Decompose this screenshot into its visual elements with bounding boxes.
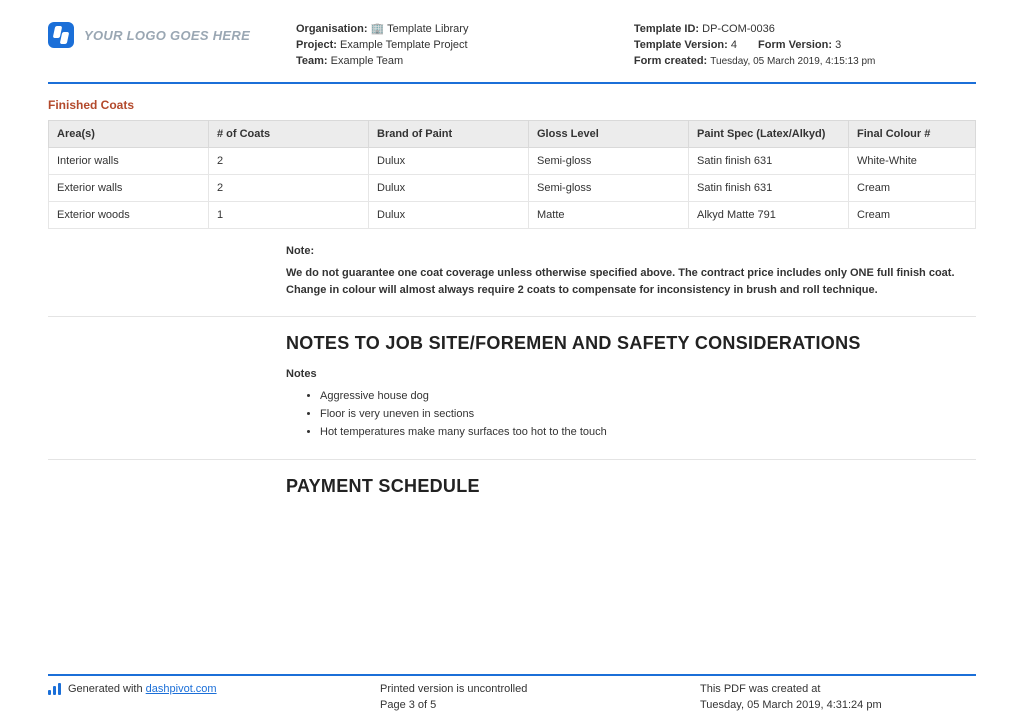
header-rule: [48, 82, 976, 84]
table-cell: Alkyd Matte 791: [689, 201, 849, 228]
divider: [48, 459, 976, 460]
page-number: Page 3 of 5: [380, 698, 700, 713]
coverage-note: Note: We do not guarantee one coat cover…: [286, 243, 976, 299]
list-item: Floor is very uneven in sections: [320, 406, 976, 424]
header-meta-right: Template ID: DP-COM-0036 Template Versio…: [634, 22, 976, 70]
footer-rule: [48, 674, 976, 676]
table-cell: Cream: [849, 201, 976, 228]
form-version-label: Form Version:: [758, 39, 832, 51]
uncontrolled-text: Printed version is uncontrolled: [380, 682, 700, 697]
table-cell: Satin finish 631: [689, 174, 849, 201]
table-cell: Interior walls: [49, 147, 209, 174]
table-cell: White-White: [849, 147, 976, 174]
table-cell: 2: [209, 147, 369, 174]
footer-mid: Printed version is uncontrolled Page 3 o…: [380, 682, 700, 713]
finished-coats-title: Finished Coats: [48, 98, 976, 112]
table-header-cell: Gloss Level: [529, 120, 689, 147]
logo-icon: [48, 22, 74, 48]
finished-coats-table: Area(s)# of CoatsBrand of PaintGloss Lev…: [48, 120, 976, 229]
table-cell: Semi-gloss: [529, 147, 689, 174]
page-header: YOUR LOGO GOES HERE Organisation: 🏢 Temp…: [48, 22, 976, 78]
list-item: Aggressive house dog: [320, 388, 976, 406]
org-value: 🏢 Template Library: [371, 23, 469, 35]
note-label: Note:: [286, 243, 976, 260]
table-header-cell: Area(s): [49, 120, 209, 147]
table-cell: Exterior walls: [49, 174, 209, 201]
jobsite-heading: NOTES TO JOB SITE/FOREMEN AND SAFETY CON…: [286, 333, 976, 354]
dashpivot-link[interactable]: dashpivot.com: [146, 683, 217, 695]
generated-prefix: Generated with: [68, 683, 146, 695]
table-header-cell: Final Colour #: [849, 120, 976, 147]
template-version-value: 4: [731, 39, 737, 51]
pdf-created-label: This PDF was created at: [700, 682, 976, 697]
logo-text: YOUR LOGO GOES HERE: [84, 28, 250, 43]
form-version-value: 3: [835, 39, 841, 51]
table-cell: Matte: [529, 201, 689, 228]
table-row: Exterior woods1DuluxMatteAlkyd Matte 791…: [49, 201, 976, 228]
table-header-row: Area(s)# of CoatsBrand of PaintGloss Lev…: [49, 120, 976, 147]
table-cell: 2: [209, 174, 369, 201]
notes-subheading: Notes: [286, 368, 976, 380]
footer-right: This PDF was created at Tuesday, 05 Marc…: [700, 682, 976, 713]
table-cell: Dulux: [369, 174, 529, 201]
divider: [48, 316, 976, 317]
table-cell: Satin finish 631: [689, 147, 849, 174]
table-cell: Semi-gloss: [529, 174, 689, 201]
team-label: Team:: [296, 55, 328, 67]
footer-left: Generated with dashpivot.com: [48, 682, 380, 713]
logo-block: YOUR LOGO GOES HERE: [48, 22, 284, 48]
table-cell: 1: [209, 201, 369, 228]
project-value: Example Template Project: [340, 39, 468, 51]
payment-heading: PAYMENT SCHEDULE: [286, 476, 976, 497]
form-created-value: Tuesday, 05 March 2019, 4:15:13 pm: [710, 56, 875, 67]
table-header-cell: Brand of Paint: [369, 120, 529, 147]
header-meta-left: Organisation: 🏢 Template Library Project…: [296, 22, 622, 70]
template-id-label: Template ID:: [634, 23, 699, 35]
page-footer: Generated with dashpivot.com Printed ver…: [48, 670, 976, 713]
pdf-created-value: Tuesday, 05 March 2019, 4:31:24 pm: [700, 698, 976, 713]
note-body: We do not guarantee one coat coverage un…: [286, 265, 976, 298]
table-row: Exterior walls2DuluxSemi-glossSatin fini…: [49, 174, 976, 201]
dashpivot-icon: [48, 683, 62, 695]
table-cell: Dulux: [369, 147, 529, 174]
table-header-cell: Paint Spec (Latex/Alkyd): [689, 120, 849, 147]
table-cell: Cream: [849, 174, 976, 201]
notes-list: Aggressive house dogFloor is very uneven…: [320, 388, 976, 441]
form-created-label: Form created:: [634, 55, 707, 67]
table-cell: Dulux: [369, 201, 529, 228]
template-id-value: DP-COM-0036: [702, 23, 775, 35]
table-cell: Exterior woods: [49, 201, 209, 228]
table-header-cell: # of Coats: [209, 120, 369, 147]
list-item: Hot temperatures make many surfaces too …: [320, 424, 976, 442]
table-row: Interior walls2DuluxSemi-glossSatin fini…: [49, 147, 976, 174]
team-value: Example Team: [331, 55, 404, 67]
project-label: Project:: [296, 39, 337, 51]
org-label: Organisation:: [296, 23, 368, 35]
template-version-label: Template Version:: [634, 39, 728, 51]
